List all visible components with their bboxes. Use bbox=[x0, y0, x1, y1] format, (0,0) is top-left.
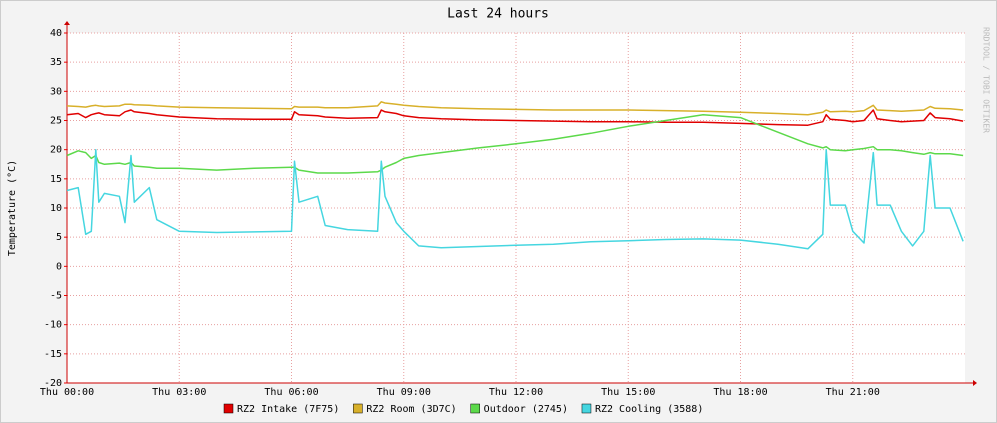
x-axis-arrow bbox=[973, 380, 977, 386]
x-tick-label: Thu 09:00 bbox=[377, 387, 431, 398]
legend-swatch bbox=[223, 403, 234, 414]
y-tick-label: 20 bbox=[50, 145, 62, 156]
legend-swatch bbox=[581, 403, 592, 414]
legend-label: RZ2 Cooling (3588) bbox=[595, 404, 703, 415]
y-tick-label: 35 bbox=[50, 57, 62, 68]
legend-swatch bbox=[470, 403, 480, 414]
legend-label: Outdoor (2745) bbox=[484, 404, 568, 415]
legend-swatch bbox=[353, 403, 363, 414]
y-tick-label: 40 bbox=[50, 28, 62, 39]
x-tick-label: Thu 15:00 bbox=[601, 387, 655, 398]
x-tick-label: Thu 06:00 bbox=[264, 387, 318, 398]
y-axis-arrow bbox=[64, 21, 70, 25]
series-line bbox=[66, 148, 964, 250]
x-tick-label: Thu 12:00 bbox=[489, 387, 543, 398]
y-tick-label: -10 bbox=[44, 320, 62, 331]
y-tick-label: 10 bbox=[50, 203, 62, 214]
y-tick-label: 25 bbox=[50, 116, 62, 127]
y-tick-label: -5 bbox=[50, 291, 62, 302]
series-line bbox=[66, 109, 964, 126]
series-line bbox=[66, 101, 964, 116]
x-tick-label: Thu 18:00 bbox=[713, 387, 767, 398]
y-tick-label: 15 bbox=[50, 174, 62, 185]
chart-title: Last 24 hours bbox=[447, 7, 549, 22]
x-tick-label: Thu 00:00 bbox=[40, 387, 94, 398]
y-tick-label: -20 bbox=[44, 378, 62, 389]
y-axis-label: Temperature (°C) bbox=[7, 160, 18, 256]
y-tick-label: 30 bbox=[50, 86, 62, 97]
legend-label: RZ2 Intake (7F75) bbox=[237, 404, 339, 415]
legend-label: RZ2 Room (3D7C) bbox=[366, 404, 456, 415]
x-tick-label: Thu 21:00 bbox=[826, 387, 880, 398]
watermark: RRDTOOL / TOBI OETIKER bbox=[982, 27, 991, 133]
y-tick-label: 5 bbox=[56, 232, 62, 243]
y-tick-label: 0 bbox=[56, 261, 62, 272]
y-tick-label: -15 bbox=[44, 349, 62, 360]
x-tick-label: Thu 03:00 bbox=[152, 387, 206, 398]
